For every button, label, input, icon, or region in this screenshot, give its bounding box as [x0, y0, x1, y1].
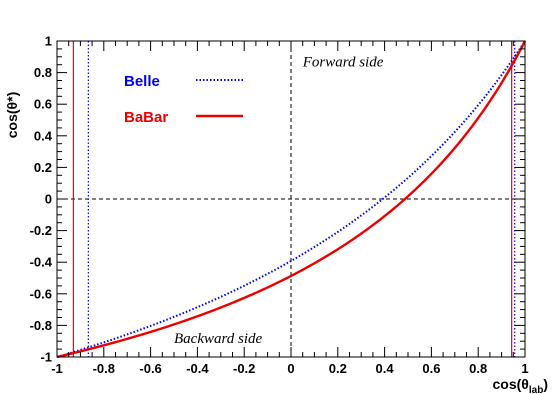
y-tick-label: -1: [40, 350, 52, 365]
y-tick-label: 1: [45, 34, 52, 49]
axis-ticks: [56, 40, 526, 358]
x-axis-title: cos(θlab): [493, 376, 548, 394]
curves: [56, 40, 527, 359]
annotation-backward-side: Backward side: [174, 331, 263, 347]
x-tick-label: 0.2: [329, 361, 347, 376]
y-tick-label: 0.2: [34, 160, 52, 175]
x-tick-label: -0.2: [233, 361, 255, 376]
x-tick-labels: -1 -0.8 -0.6 -0.4 -0.2 0 0.2 0.4 0.6 0.8 1: [51, 361, 528, 376]
x-tick-label: -0.4: [186, 361, 209, 376]
reference-lines: [57, 41, 525, 357]
x-tick-label: -0.6: [139, 361, 161, 376]
y-tick-label: -0.4: [30, 255, 53, 270]
x-tick-label: 0.6: [422, 361, 440, 376]
y-tick-label: -0.2: [30, 223, 52, 238]
y-tick-label: 0.8: [34, 65, 52, 80]
legend-label-babar: BaBar: [124, 109, 168, 126]
x-tick-label: -0.8: [93, 361, 115, 376]
x-tick-label: 0: [287, 361, 294, 376]
y-tick-labels: -1 -0.8 -0.6 -0.4 -0.2 0 0.2 0.4 0.6 0.8 1: [30, 34, 53, 365]
legend-label-belle: Belle: [124, 73, 160, 90]
y-tick-label: 0.4: [34, 128, 53, 143]
y-tick-label: -0.6: [30, 286, 52, 301]
y-tick-label: -0.8: [30, 318, 52, 333]
y-axis-title: cos(θ*): [4, 92, 20, 138]
y-tick-label: 0: [45, 192, 52, 207]
x-tick-label: 0.4: [376, 361, 395, 376]
series-line-babar: [56, 40, 527, 359]
annotation-forward-side: Forward side: [302, 54, 384, 70]
y-tick-label: 0.6: [34, 97, 52, 112]
x-tick-label: -1: [51, 361, 63, 376]
x-tick-label: 1: [521, 361, 528, 376]
legend: Belle BaBar: [124, 73, 243, 126]
x-tick-label: 0.8: [469, 361, 487, 376]
